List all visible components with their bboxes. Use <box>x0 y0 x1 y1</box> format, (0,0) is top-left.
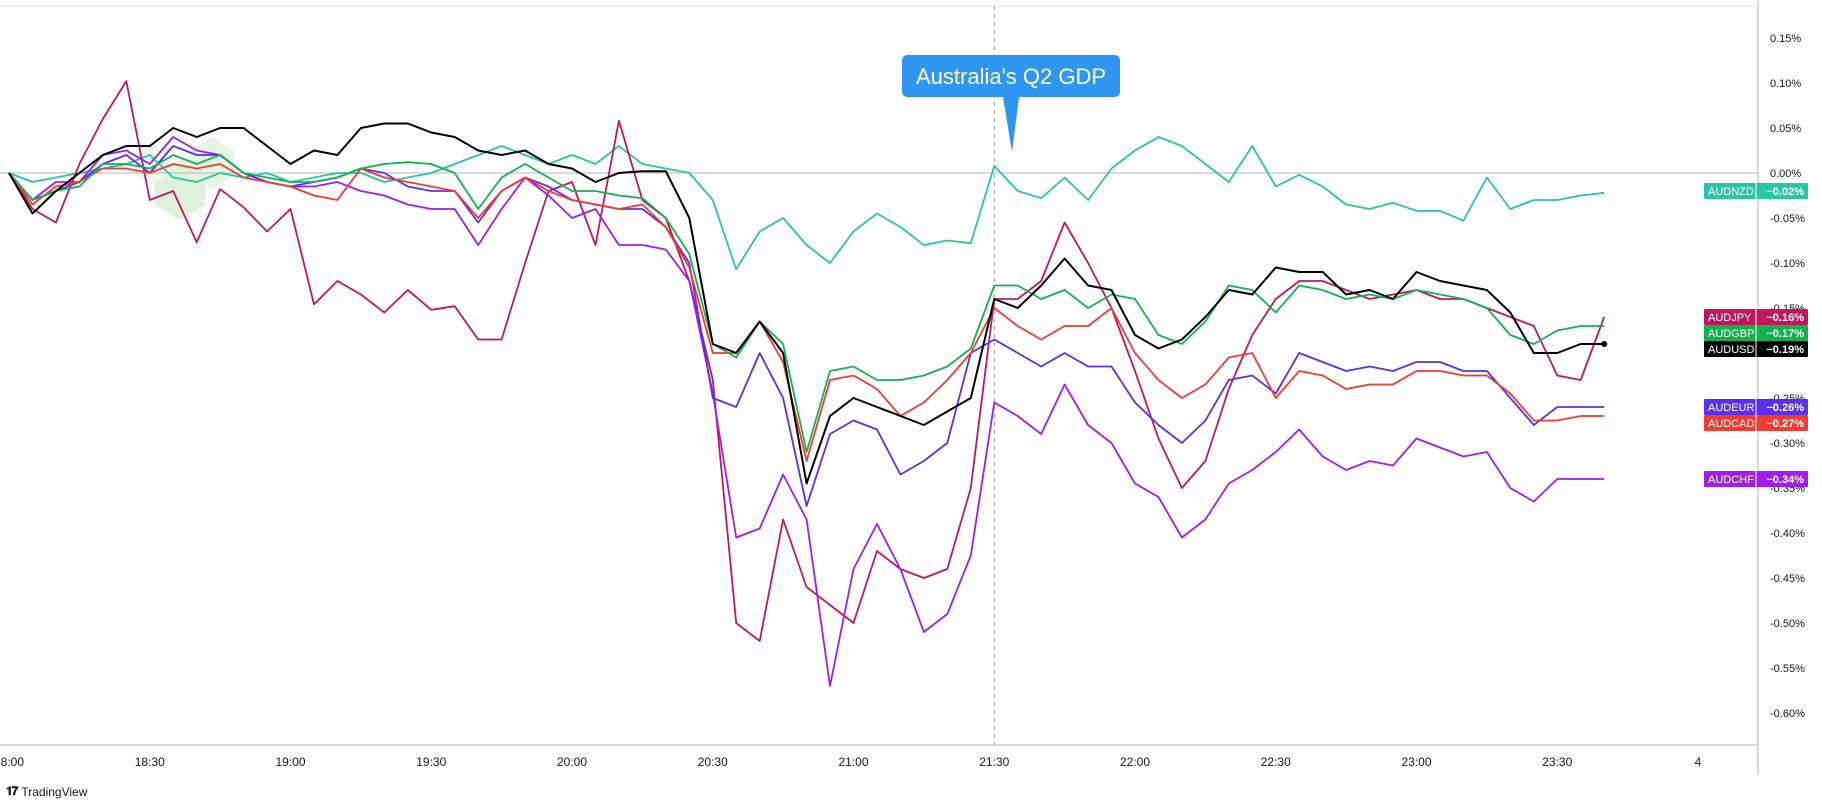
babypips-logo-icon <box>135 137 234 220</box>
series-line-audjpy <box>8 80 1606 642</box>
x-tick-label: 18:00 <box>0 755 24 769</box>
y-tick-label: -0.30% <box>1770 438 1805 450</box>
tradingview-logo-icon: 𝟏𝟕 <box>6 784 18 798</box>
x-tick-label: 4 <box>1695 755 1702 769</box>
x-tick-label: 21:30 <box>979 755 1009 769</box>
y-tick-label: -0.05% <box>1770 213 1805 225</box>
x-tick-label: 20:00 <box>557 755 587 769</box>
y-tick-label: 0.10% <box>1770 78 1801 90</box>
x-tick-label: 21:00 <box>838 755 868 769</box>
price-badge-audjpy: AUDJPY −0.16% <box>1704 309 1808 325</box>
badge-value: −0.02% <box>1766 186 1804 198</box>
series-last-point-audusd <box>1601 341 1608 347</box>
footer-brand: TradingView <box>21 784 88 799</box>
badge-value: −0.19% <box>1766 344 1804 356</box>
badge-symbol: AUDNZD <box>1708 186 1754 198</box>
y-tick-label: -0.45% <box>1770 573 1805 585</box>
x-tick-label: 23:00 <box>1401 755 1431 769</box>
badge-value: −0.26% <box>1766 402 1804 414</box>
badge-value: −0.16% <box>1766 312 1804 324</box>
series-line-audnzd <box>8 136 1605 271</box>
series-line-audusd <box>8 122 1605 485</box>
y-tick-label: -0.50% <box>1770 618 1805 630</box>
annotation-bubble <box>902 55 1120 97</box>
x-tick-label: 20:30 <box>698 755 728 769</box>
y-tick-label: 0.05% <box>1770 123 1801 135</box>
footer: 𝟏𝟕 TradingView <box>6 784 87 799</box>
y-tick-label: 0.00% <box>1770 168 1801 180</box>
y-tick-label: -0.40% <box>1770 528 1805 540</box>
badge-symbol: AUDUSD <box>1708 344 1755 356</box>
annotation-pointer <box>1003 97 1019 152</box>
badge-symbol: AUDCAD <box>1708 418 1755 430</box>
annotation-text: Australia's Q2 GDP <box>916 64 1106 89</box>
price-badge-audcad: AUDCAD −0.27% <box>1704 415 1808 431</box>
x-tick-label: 23:30 <box>1542 755 1572 769</box>
y-tick-label: -0.60% <box>1770 708 1805 720</box>
badge-symbol: AUDEUR <box>1708 402 1755 414</box>
y-tick-label: 0.15% <box>1770 33 1801 45</box>
x-tick-label: 18:30 <box>135 755 165 769</box>
y-tick-label: -0.55% <box>1770 663 1805 675</box>
badge-value: −0.27% <box>1766 418 1804 430</box>
price-badge-audeur: AUDEUR −0.26% <box>1704 399 1808 415</box>
x-tick-label: 19:00 <box>275 755 305 769</box>
price-badge-audusd: AUDUSD −0.19% <box>1704 341 1808 357</box>
y-tick-label: -0.10% <box>1770 258 1805 270</box>
badge-symbol: AUDCHF <box>1708 474 1754 486</box>
badge-symbol: AUDJPY <box>1708 312 1752 324</box>
price-badge-audchf: AUDCHF −0.34% <box>1704 471 1808 487</box>
series-line-audgbp <box>8 154 1605 453</box>
badge-value: −0.34% <box>1766 474 1804 486</box>
x-tick-label: 19:30 <box>416 755 446 769</box>
series-line-audcad <box>8 163 1605 462</box>
badge-symbol: AUDGBP <box>1708 328 1754 340</box>
series-line-audchf <box>8 136 1605 687</box>
x-tick-label: 22:00 <box>1120 755 1150 769</box>
price-badge-audnzd: AUDNZD −0.02% <box>1704 183 1808 199</box>
price-badge-audgbp: AUDGBP −0.17% <box>1704 325 1808 341</box>
badge-value: −0.17% <box>1766 328 1804 340</box>
x-tick-label: 22:30 <box>1261 755 1291 769</box>
